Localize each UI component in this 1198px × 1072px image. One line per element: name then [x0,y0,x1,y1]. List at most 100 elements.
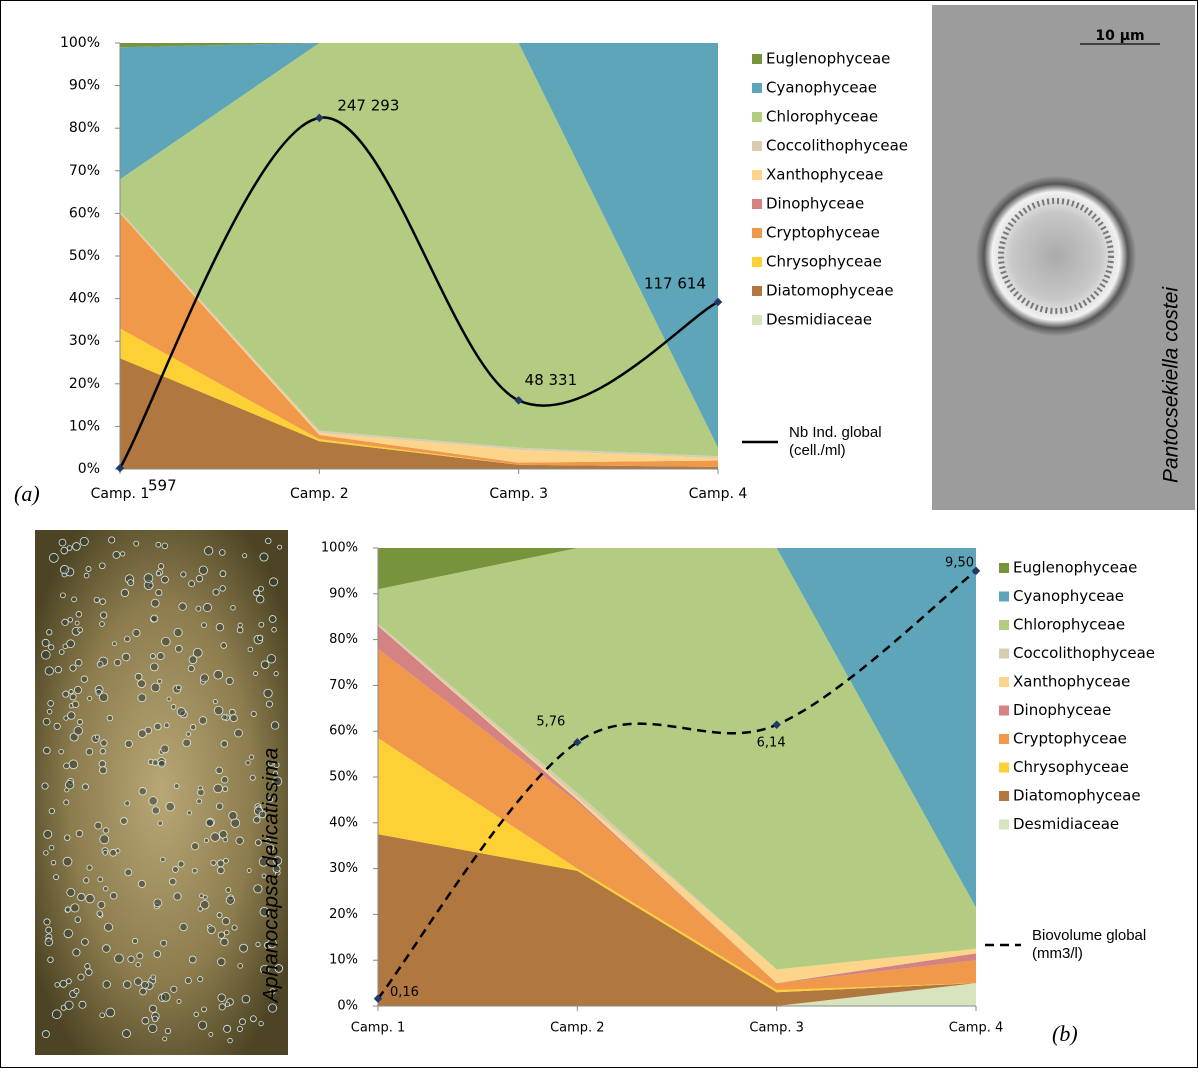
cell [267,655,276,664]
cell [67,888,75,896]
cell [271,722,279,730]
cell [229,811,237,819]
cell [223,786,228,791]
cell [194,1012,198,1016]
legend-label: Dinophyceae [1013,701,1111,719]
legend-label: Euglenophyceae [1013,559,1137,577]
cell [65,781,73,789]
cell [45,667,53,675]
cell [68,618,73,623]
cell [59,539,66,546]
cell [151,683,160,692]
cell [100,622,105,627]
cell [174,893,181,900]
cell [232,925,237,930]
cell [78,974,84,980]
cell [154,951,161,958]
legend-swatch [752,286,762,296]
cell [175,645,182,652]
legend-swatch [752,199,762,209]
cell [99,563,105,569]
cell [86,894,95,903]
cell [172,866,178,872]
cell [98,901,105,908]
cell [74,988,79,993]
cell [59,749,64,754]
cell [138,680,146,688]
cell [141,981,148,988]
cell [73,543,81,551]
legend-swatch [999,820,1009,830]
legend-label: Chlorophyceae [766,108,878,126]
cell [107,715,113,721]
cell [44,851,48,855]
cell [180,923,188,931]
cell [128,956,135,963]
figure: 10 µm Pantocsekiella costei Aphanocapsa … [0,0,1198,1068]
cell [55,666,61,672]
cell [265,538,271,544]
cell [133,629,140,636]
legend-label: Nb Ind. global (cell./ml) [789,424,939,464]
legend-swatch [999,649,1009,659]
cell [49,845,54,850]
cell [211,860,216,865]
y-tick-label: 30% [329,861,358,876]
cell [71,904,79,912]
cell [43,747,50,754]
cell [187,811,191,815]
cell [103,886,108,891]
cell [103,850,108,855]
cell [154,899,162,907]
cell [243,554,247,558]
y-tick-label: 10% [69,418,100,434]
cell [183,739,191,747]
cell [44,919,50,925]
cell [87,696,91,700]
cell [124,636,130,642]
cell [86,969,93,976]
cell [44,830,52,838]
cell [158,821,163,826]
cell [72,701,79,708]
cell [54,723,60,729]
cell [246,761,250,765]
cell [199,566,207,574]
cell [98,877,103,882]
cell [240,944,248,952]
cell [216,767,223,774]
y-tick-label: 60% [69,205,100,221]
data-label: 117 614 [644,274,706,292]
legend-label: Chrysophyceae [766,253,882,271]
cell [122,1030,130,1038]
cell [239,1019,245,1025]
cell [174,784,179,789]
x-tick-label: Camp. 1 [91,486,150,502]
cell [75,917,81,923]
cell [152,760,158,766]
cell [76,830,83,837]
cell [138,694,146,702]
cell [188,665,194,671]
cell [176,685,181,690]
cell [161,576,168,583]
cell [219,550,225,556]
cell [226,887,231,892]
cell [152,1016,158,1022]
cell [60,565,68,573]
y-tick-label: 70% [69,163,100,179]
cell [125,740,132,747]
cell [238,623,242,627]
cell [95,735,99,739]
cell [165,1028,170,1033]
cell [208,926,216,934]
legend-label: Cryptophyceae [1013,730,1127,748]
cell [196,575,202,581]
cell [264,689,272,697]
cell [123,981,131,989]
cell [100,835,109,844]
cell [80,537,88,545]
cell [63,691,69,697]
legend-label: Biovolume global (mm3/l) [1032,927,1182,967]
cell [125,801,130,806]
